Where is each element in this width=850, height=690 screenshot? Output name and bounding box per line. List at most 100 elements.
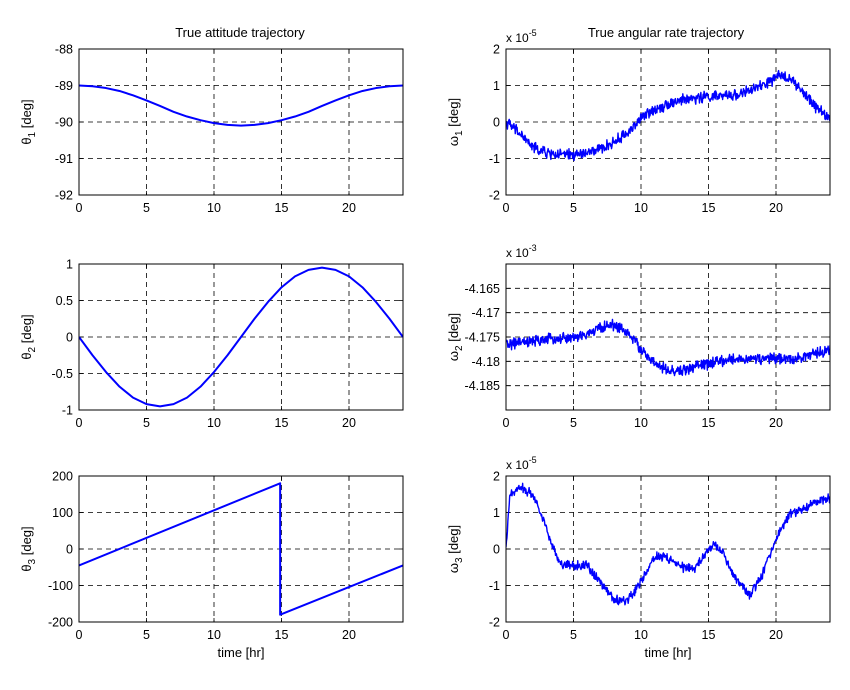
- y-tick-label: -2: [489, 616, 500, 630]
- x-tick-label: 20: [769, 416, 783, 430]
- chart-theta3: 0 5 10 15 20 200 100 0 -100 -200 θ3 [deg] time [hr]: [19, 470, 404, 660]
- x-tick-label: 20: [342, 628, 356, 642]
- y-axis-label-unit: [deg]: [446, 313, 461, 346]
- y-tick-label: 0: [66, 331, 73, 345]
- x-tick-label: 0: [76, 201, 83, 215]
- y-axis-label-subscript: 3: [27, 558, 38, 564]
- y-axis-label-symbol: θ: [19, 137, 34, 144]
- x-tick-label: 20: [342, 416, 356, 430]
- y-tick-label: -4.17: [472, 306, 501, 320]
- y-tick-label: 0: [493, 116, 500, 130]
- y-tick-label: 1: [66, 258, 73, 272]
- axes-frame: [78, 263, 404, 411]
- y-tick-label: 0: [493, 543, 500, 557]
- y-axis-label: ω2 [deg]: [446, 313, 465, 361]
- y-tick-label: -1: [489, 579, 500, 593]
- x-tick-label: 15: [275, 201, 289, 215]
- y-tick-label: 200: [52, 470, 73, 484]
- y-axis-label-symbol: ω: [446, 563, 461, 573]
- y-axis-label: θ1 [deg]: [19, 99, 38, 144]
- y-tick-label: 1: [493, 79, 500, 93]
- axes-frame: [78, 48, 404, 196]
- y-tick-label: -4.175: [465, 331, 500, 345]
- y-axis-label-subscript: 2: [27, 346, 38, 352]
- axis-exponent-power: -3: [529, 243, 537, 253]
- y-tick-label: 1: [493, 506, 500, 520]
- y-axis-label: ω3 [deg]: [446, 525, 465, 573]
- y-tick-label: -90: [55, 116, 73, 130]
- left-column-title: True attitude trajectory: [175, 25, 305, 40]
- y-tick-label: -91: [55, 152, 73, 166]
- y-tick-label: -0.5: [51, 367, 73, 381]
- axes-frame: [505, 48, 831, 196]
- y-tick-label: -4.18: [472, 355, 501, 369]
- x-tick-label: 10: [207, 201, 221, 215]
- axis-exponent-label: x 10-3: [506, 243, 537, 260]
- y-axis-label-unit: [deg]: [19, 314, 34, 347]
- x-tick-label: 0: [76, 416, 83, 430]
- y-tick-label: -100: [48, 579, 73, 593]
- x-tick-label: 0: [503, 416, 510, 430]
- series-line-omega2: [506, 318, 830, 377]
- chart-omega2: 0 5 10 15 20 -4.165 -4.17 -4.175 -4.18 -4.185 x 10…: [446, 243, 831, 430]
- y-axis-label-unit: [deg]: [446, 98, 461, 131]
- y-axis-label: θ2 [deg]: [19, 314, 38, 359]
- axes-frame: [78, 475, 404, 623]
- y-tick-label: -88: [55, 43, 73, 57]
- y-tick-label: 2: [493, 43, 500, 57]
- y-tick-label: -200: [48, 616, 73, 630]
- series-line-omega3: [506, 482, 830, 606]
- x-tick-label: 0: [503, 628, 510, 642]
- y-tick-label: 0.5: [56, 294, 73, 308]
- series-line-theta1: [79, 84, 403, 127]
- x-tick-label: 0: [76, 628, 83, 642]
- y-tick-label: -4.165: [465, 282, 500, 296]
- x-tick-label: 5: [570, 201, 577, 215]
- x-tick-label: 5: [143, 201, 150, 215]
- y-tick-label: -89: [55, 79, 73, 93]
- y-axis-label: ω1 [deg]: [446, 98, 465, 146]
- axis-exponent-label: x 10-5: [506, 28, 537, 45]
- x-tick-label: 20: [769, 628, 783, 642]
- axis-exponent-power: -5: [529, 455, 537, 465]
- chart-theta2: 0 5 10 15 20 1 0.5 0 -0.5 -1 θ2 [deg]: [19, 258, 404, 430]
- x-tick-label: 5: [143, 416, 150, 430]
- axes-frame: [505, 475, 831, 623]
- x-tick-label: 15: [275, 416, 289, 430]
- axes-frame: [505, 263, 831, 411]
- y-axis-label-unit: [deg]: [19, 526, 34, 559]
- y-axis-label-symbol: θ: [19, 564, 34, 571]
- y-axis-label-subscript: 1: [27, 131, 38, 137]
- y-tick-label: -92: [55, 189, 73, 203]
- axis-exponent-label: x 10-5: [506, 455, 537, 472]
- y-axis-label-symbol: θ: [19, 352, 34, 359]
- x-axis-label: time [hr]: [645, 645, 692, 660]
- x-tick-label: 10: [207, 416, 221, 430]
- y-axis-label-subscript: 1: [454, 130, 465, 136]
- x-tick-label: 15: [275, 628, 289, 642]
- y-axis-label: θ3 [deg]: [19, 526, 38, 571]
- x-tick-label: 0: [503, 201, 510, 215]
- x-tick-label: 20: [342, 201, 356, 215]
- x-axis-label: time [hr]: [218, 645, 265, 660]
- series-line-theta2: [79, 266, 403, 408]
- y-axis-label-unit: [deg]: [19, 99, 34, 132]
- y-axis-label-subscript: 3: [454, 557, 465, 563]
- y-tick-label: -1: [489, 152, 500, 166]
- y-axis-label-unit: [deg]: [446, 525, 461, 558]
- x-tick-label: 5: [570, 628, 577, 642]
- axis-exponent-power: -5: [529, 28, 537, 38]
- x-tick-label: 10: [634, 416, 648, 430]
- x-tick-label: 20: [769, 201, 783, 215]
- chart-theta1: 0 5 10 15 20 -88 -89 -90 -91 -92 θ1 [deg]: [19, 43, 404, 215]
- right-column-title: True angular rate trajectory: [588, 25, 745, 40]
- y-tick-label: -2: [489, 189, 500, 203]
- y-axis-label-symbol: ω: [446, 351, 461, 361]
- y-tick-label: -1: [62, 404, 73, 418]
- x-tick-label: 10: [207, 628, 221, 642]
- y-axis-label-subscript: 2: [454, 345, 465, 351]
- x-tick-label: 10: [634, 201, 648, 215]
